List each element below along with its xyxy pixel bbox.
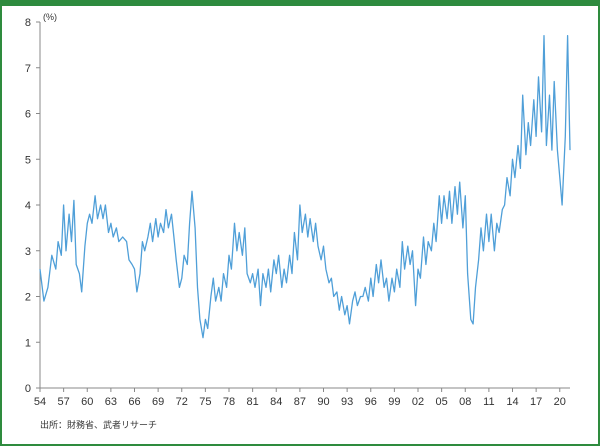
x-tick-label: 93 xyxy=(341,396,353,408)
x-tick-label: 99 xyxy=(388,396,400,408)
x-tick-label: 54 xyxy=(34,396,46,408)
y-tick-label: 0 xyxy=(25,383,31,395)
x-tick-label: 69 xyxy=(152,396,164,408)
series-group xyxy=(39,35,571,339)
y-tick-label: 8 xyxy=(25,17,31,29)
y-tick-label: 6 xyxy=(25,109,31,121)
x-tick-label: 17 xyxy=(530,396,542,408)
y-tick-labels: 0 1 2 3 4 5 6 7 8 xyxy=(25,17,40,395)
x-tick-label: 05 xyxy=(436,396,448,408)
x-tick-label: 81 xyxy=(247,396,259,408)
x-tick-label: 14 xyxy=(506,396,518,408)
x-tick-label: 78 xyxy=(223,396,235,408)
x-tick-label: 20 xyxy=(554,396,566,408)
x-tick-label: 75 xyxy=(199,396,211,408)
y-tick-label: 1 xyxy=(25,337,31,349)
y-tick-label: 7 xyxy=(25,63,31,75)
series-line xyxy=(39,35,571,339)
x-tick-label: 57 xyxy=(58,396,70,408)
y-axis-unit-label: (%) xyxy=(43,12,57,22)
x-tick-label: 11 xyxy=(483,396,494,408)
x-tick-labels: 54 57 60 63 66 69 72 75 78 81 84 87 90 93 96 99 02 05 08 11… xyxy=(34,388,566,408)
x-tick-label: 90 xyxy=(317,396,329,408)
x-tick-label: 02 xyxy=(412,396,424,408)
axes xyxy=(39,22,570,389)
x-tick-label: 87 xyxy=(294,396,306,408)
source-note: 出所：財務省、武者リサーチ xyxy=(40,421,158,431)
x-tick-label: 63 xyxy=(105,396,117,408)
x-tick-label: 60 xyxy=(81,396,93,408)
x-tick-label: 66 xyxy=(128,396,140,408)
x-tick-label: 84 xyxy=(270,396,282,408)
y-tick-label: 3 xyxy=(25,246,31,258)
x-tick-label: 08 xyxy=(459,396,471,408)
x-tick-label: 72 xyxy=(176,396,188,408)
y-tick-label: 2 xyxy=(25,292,31,304)
y-tick-label: 4 xyxy=(25,200,31,212)
x-tick-label: 96 xyxy=(365,396,377,408)
top-accent-bar xyxy=(2,2,598,6)
y-tick-label: 5 xyxy=(25,154,31,166)
